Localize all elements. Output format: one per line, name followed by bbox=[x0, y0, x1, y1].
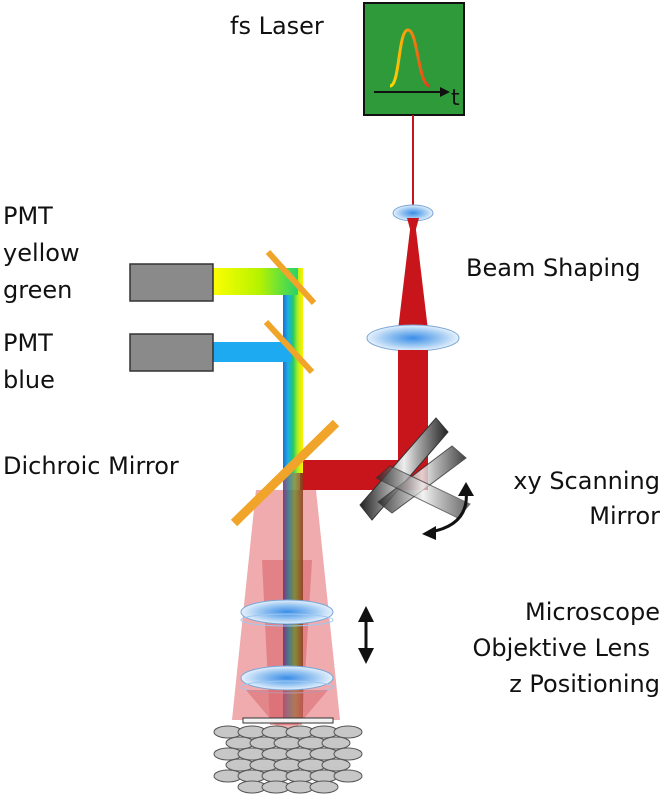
pmt-yellow-green-box bbox=[129, 263, 214, 302]
dichroic-mirror-label: Dichroic Mirror bbox=[3, 452, 179, 480]
objective-label-line1: Microscope bbox=[525, 598, 660, 626]
pmt-blue-label-line2: blue bbox=[3, 366, 55, 394]
beam-focus-upper bbox=[407, 218, 419, 240]
scanning-mirror-label-line1: xy Scanning bbox=[513, 467, 660, 495]
objective-label-line3: z Positioning bbox=[509, 670, 660, 698]
sample-cells bbox=[213, 725, 363, 794]
curved-double-arrow-icon bbox=[422, 482, 474, 540]
emission-beam-blue bbox=[212, 342, 292, 362]
pmt-blue-label-line1: PMT bbox=[3, 329, 53, 357]
pmt-blue-box bbox=[129, 333, 214, 372]
objective-label-line2: Objektive Lens bbox=[472, 634, 650, 662]
vertical-double-arrow-icon bbox=[358, 606, 374, 664]
emission-beam-vertical bbox=[283, 268, 303, 473]
pmt-dichroic-upper bbox=[265, 249, 317, 306]
laser-label: fs Laser bbox=[230, 12, 324, 40]
beam-shaping-label: Beam Shaping bbox=[466, 254, 640, 282]
scanning-mirror-label-line2: Mirror bbox=[589, 502, 660, 530]
pmt-yellow-green-label-line1: PMT bbox=[3, 202, 53, 230]
emission-beam-lower bbox=[283, 473, 303, 723]
objective-lens-lower bbox=[240, 665, 334, 691]
laser-box bbox=[363, 2, 465, 116]
beam-expansion-cone bbox=[398, 222, 428, 330]
time-axis-label: t bbox=[451, 86, 460, 111]
objective-lens-upper-ghost bbox=[240, 613, 334, 627]
objective-lens-upper bbox=[240, 599, 334, 625]
focus-rays bbox=[246, 690, 328, 728]
dichroic-mirror bbox=[230, 419, 340, 527]
cover-slip bbox=[242, 717, 334, 724]
beam-shaping-lens-large bbox=[366, 324, 460, 352]
gaussian-pulse-icon bbox=[389, 28, 431, 88]
xy-scanning-mirror bbox=[359, 417, 471, 521]
time-axis-arrow-icon bbox=[374, 87, 450, 97]
pmt-yellow-green-label-line3: green bbox=[3, 276, 72, 304]
pmt-dichroic-lower bbox=[263, 319, 315, 375]
pmt-yellow-green-label-line2: yellow bbox=[3, 239, 80, 267]
